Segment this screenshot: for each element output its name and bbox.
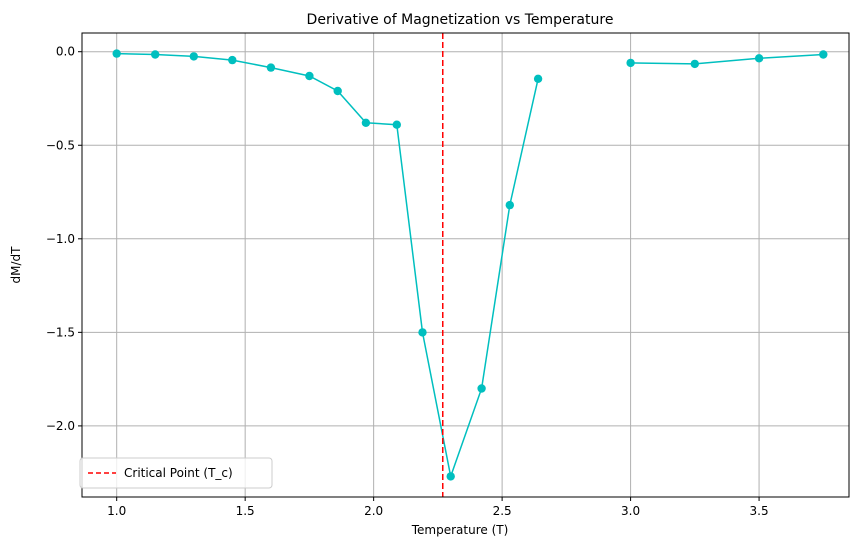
- y-tick-label: −1.0: [46, 232, 75, 246]
- data-point: [533, 74, 543, 84]
- chart-title: Derivative of Magnetization vs Temperatu…: [307, 12, 614, 28]
- data-point: [228, 55, 237, 65]
- data-point: [333, 86, 342, 96]
- legend: Critical Point (T_c): [79, 457, 273, 489]
- y-axis-label: dM/dT: [9, 246, 23, 284]
- data-point: [112, 49, 121, 58]
- plot-area: [112, 33, 828, 497]
- x-tick-label: 2.5: [493, 504, 512, 518]
- data-point: [819, 50, 828, 59]
- grid: [82, 33, 849, 497]
- x-axis: 1.0 1.5 2.0 2.5 3.0 3.5: [107, 497, 769, 518]
- plot-frame: [81, 32, 850, 498]
- data-point: [361, 118, 371, 128]
- data-point: [505, 200, 514, 210]
- x-tick-label: 1.5: [236, 504, 255, 518]
- legend-box: [79, 457, 273, 489]
- data-point: [446, 472, 455, 481]
- series-line-segment: [116, 52, 539, 480]
- x-tick-label: 3.5: [750, 504, 769, 518]
- data-point: [151, 50, 160, 59]
- data-point: [626, 58, 635, 68]
- y-axis: 0.0 −0.5 −1.0 −1.5 −2.0: [46, 45, 82, 433]
- x-axis-label: Temperature (T): [411, 523, 509, 537]
- data-point: [477, 384, 486, 393]
- x-tick-label: 3.0: [621, 504, 640, 518]
- series-line-segment: [630, 53, 824, 65]
- data-point: [189, 52, 198, 61]
- y-tick-label: −1.5: [46, 325, 75, 339]
- y-tick-label: −0.5: [46, 138, 75, 152]
- x-tick-label: 2.0: [364, 504, 383, 518]
- y-tick-label: −2.0: [46, 419, 75, 433]
- legend-entry-critical-point: Critical Point (T_c): [124, 466, 233, 480]
- data-point: [305, 71, 314, 81]
- data-point: [266, 63, 276, 72]
- y-tick-label: 0.0: [56, 45, 75, 59]
- data-point: [690, 59, 699, 69]
- data-point: [392, 120, 401, 129]
- x-tick-label: 1.0: [107, 504, 126, 518]
- data-point: [754, 54, 764, 63]
- data-point: [418, 328, 427, 337]
